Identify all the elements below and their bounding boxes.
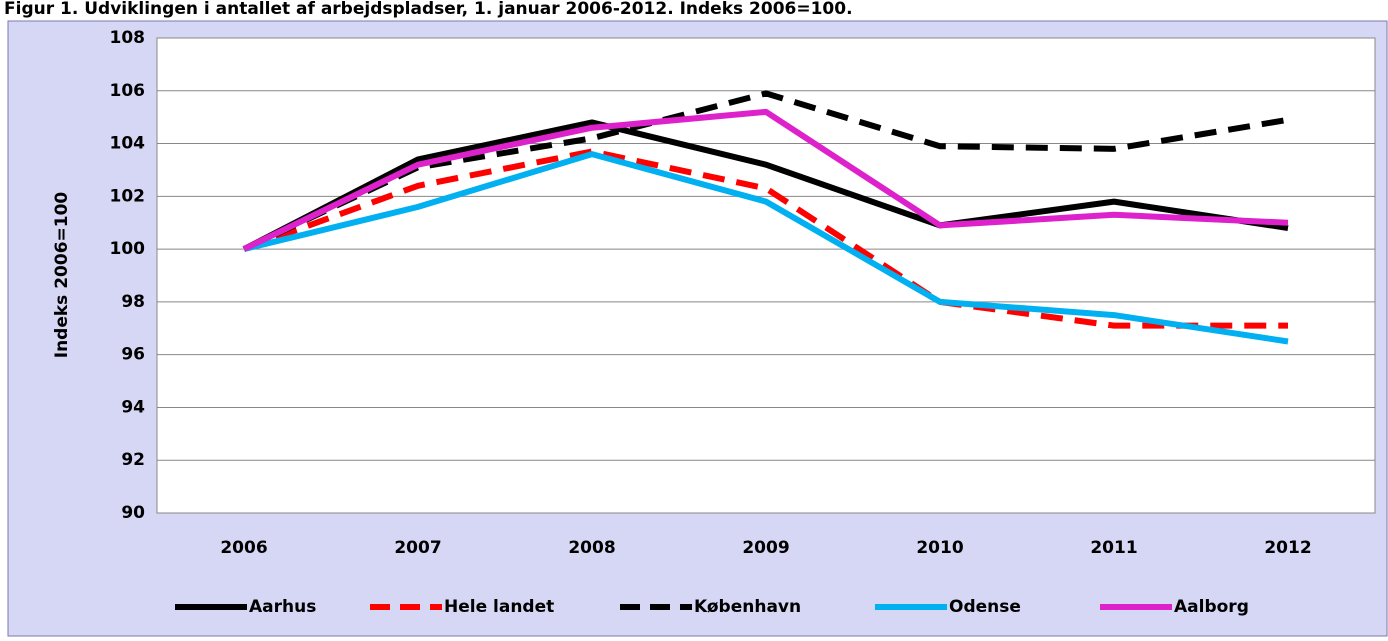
x-tick-label: 2007 (394, 538, 441, 558)
y-tick-label: 100 (110, 239, 146, 259)
plot-area (156, 37, 1376, 514)
y-tick-label: 90 (121, 503, 145, 523)
y-tick-label: 108 (110, 28, 146, 48)
legend-label: Odense (949, 597, 1021, 617)
chart-title: Figur 1. Udviklingen i antallet af arbej… (4, 0, 853, 19)
y-tick-label: 92 (121, 450, 145, 470)
legend-label: Aalborg (1174, 597, 1249, 617)
y-tick-label: 106 (110, 81, 146, 101)
x-tick-label: 2011 (1090, 538, 1137, 558)
x-tick-label: 2012 (1264, 538, 1311, 558)
series-line (242, 90, 1289, 252)
x-tick-label: 2006 (220, 538, 267, 558)
legend-label: Hele landet (444, 597, 554, 617)
x-tick-label: 2008 (568, 538, 615, 558)
y-tick-label: 102 (110, 186, 146, 206)
series-line (243, 151, 1289, 345)
series-line (242, 108, 1289, 252)
y-axis-label: Indeks 2006=100 (52, 192, 72, 359)
x-tick-label: 2010 (916, 538, 963, 558)
series-line (242, 119, 1289, 252)
legend-label: København (694, 597, 801, 617)
y-tick-label: 96 (121, 345, 145, 365)
y-tick-label: 94 (121, 397, 145, 417)
series-line (242, 148, 1288, 329)
legend-label: Aarhus (249, 597, 316, 617)
y-tick-label: 98 (121, 292, 145, 312)
x-tick-label: 2009 (742, 538, 789, 558)
y-tick-label: 104 (110, 134, 146, 154)
